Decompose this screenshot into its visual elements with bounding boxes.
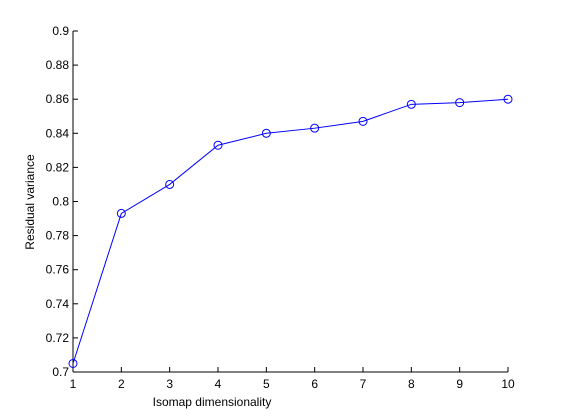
x-tick-label: 5 xyxy=(263,377,270,391)
x-tick-label: 4 xyxy=(215,377,222,391)
y-tick-label: 0.74 xyxy=(46,297,70,311)
x-tick-label: 10 xyxy=(501,377,515,391)
y-tick-label: 0.78 xyxy=(46,229,70,243)
data-point xyxy=(406,99,416,109)
x-tick-label: 8 xyxy=(408,377,415,391)
y-tick-label: 0.88 xyxy=(46,58,70,72)
data-point xyxy=(310,123,320,133)
x-tick-label: 3 xyxy=(166,377,173,391)
data-point xyxy=(68,358,78,368)
y-tick-label: 0.82 xyxy=(46,160,70,174)
x-tick-label: 7 xyxy=(360,377,367,391)
data-point xyxy=(261,128,271,138)
y-tick-label: 0.86 xyxy=(46,92,70,106)
data-point xyxy=(455,98,465,108)
x-tick-label: 9 xyxy=(456,377,463,391)
y-tick-label: 0.8 xyxy=(52,195,69,209)
x-axis-label: Isomap dimensionality xyxy=(153,395,272,409)
y-tick-label: 0.9 xyxy=(52,24,69,38)
data-line xyxy=(72,98,509,364)
data-point xyxy=(165,179,175,189)
data-point xyxy=(213,140,223,150)
x-tick-label: 6 xyxy=(311,377,318,391)
x-tick-label: 1 xyxy=(70,377,77,391)
data-point xyxy=(503,94,513,104)
y-tick-label: 0.7 xyxy=(52,365,69,379)
data-point xyxy=(358,116,368,126)
data-point xyxy=(116,208,126,218)
y-tick-label: 0.76 xyxy=(46,263,70,277)
y-tick-label: 0.72 xyxy=(46,331,70,345)
y-tick-label: 0.84 xyxy=(46,126,70,140)
x-tick-label: 2 xyxy=(118,377,125,391)
y-axis-label: Residual variance xyxy=(23,154,37,250)
